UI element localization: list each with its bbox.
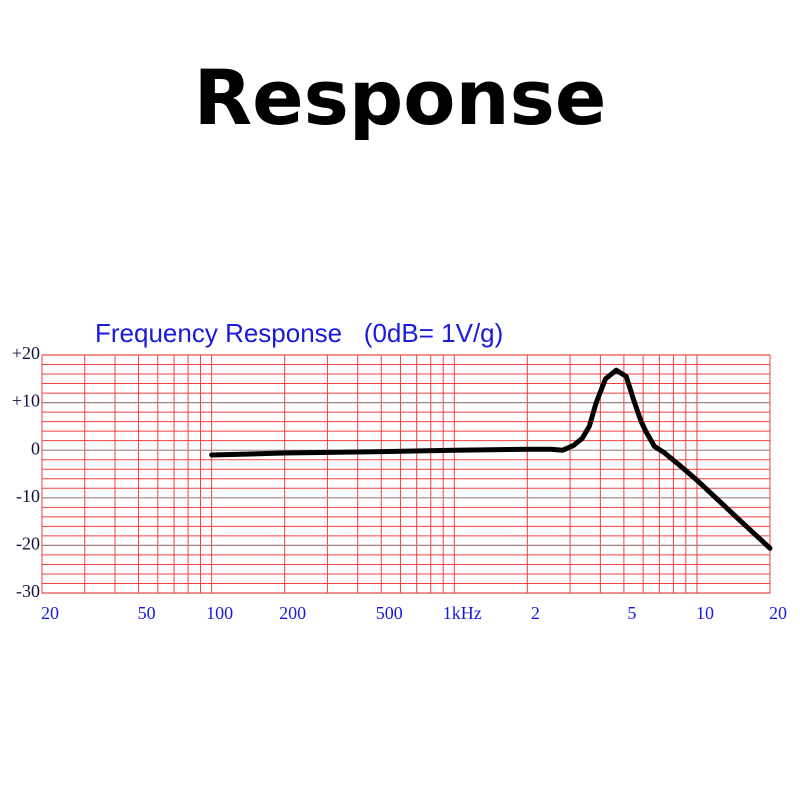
plot bbox=[209, 367, 773, 551]
x-tick-label: 5 bbox=[627, 603, 636, 623]
line bbox=[209, 367, 773, 551]
x-tick-label: 100 bbox=[206, 603, 233, 623]
x-tick-label: 10 bbox=[696, 603, 714, 623]
grid: 20 50 100 200 500 1kHz 2 5 10 20 +20 +10 0 -10 -20 -30 bbox=[12, 343, 787, 623]
y-tick-label: -20 bbox=[16, 534, 40, 554]
y-tick-label: +10 bbox=[12, 391, 40, 411]
x-tick-label: 200 bbox=[279, 603, 306, 623]
plot-frame bbox=[41, 354, 771, 594]
y-tick-label: -30 bbox=[16, 581, 40, 601]
x-tick-label: 2 bbox=[531, 603, 540, 623]
x-tick-label: 20 bbox=[769, 603, 787, 623]
x-tick-label: 50 bbox=[138, 603, 156, 623]
y-tick-label: +20 bbox=[12, 343, 40, 363]
y-tick-label: 0 bbox=[31, 438, 40, 458]
x-tick-label: 1kHz bbox=[443, 603, 482, 623]
y-tick-label: -10 bbox=[16, 486, 40, 506]
x-tick-label: 500 bbox=[376, 603, 403, 623]
x-tick-label: 20 bbox=[41, 603, 59, 623]
page-title: Response bbox=[194, 53, 607, 142]
chart-title: Frequency Response (0dB= 1V/g) bbox=[95, 318, 503, 348]
